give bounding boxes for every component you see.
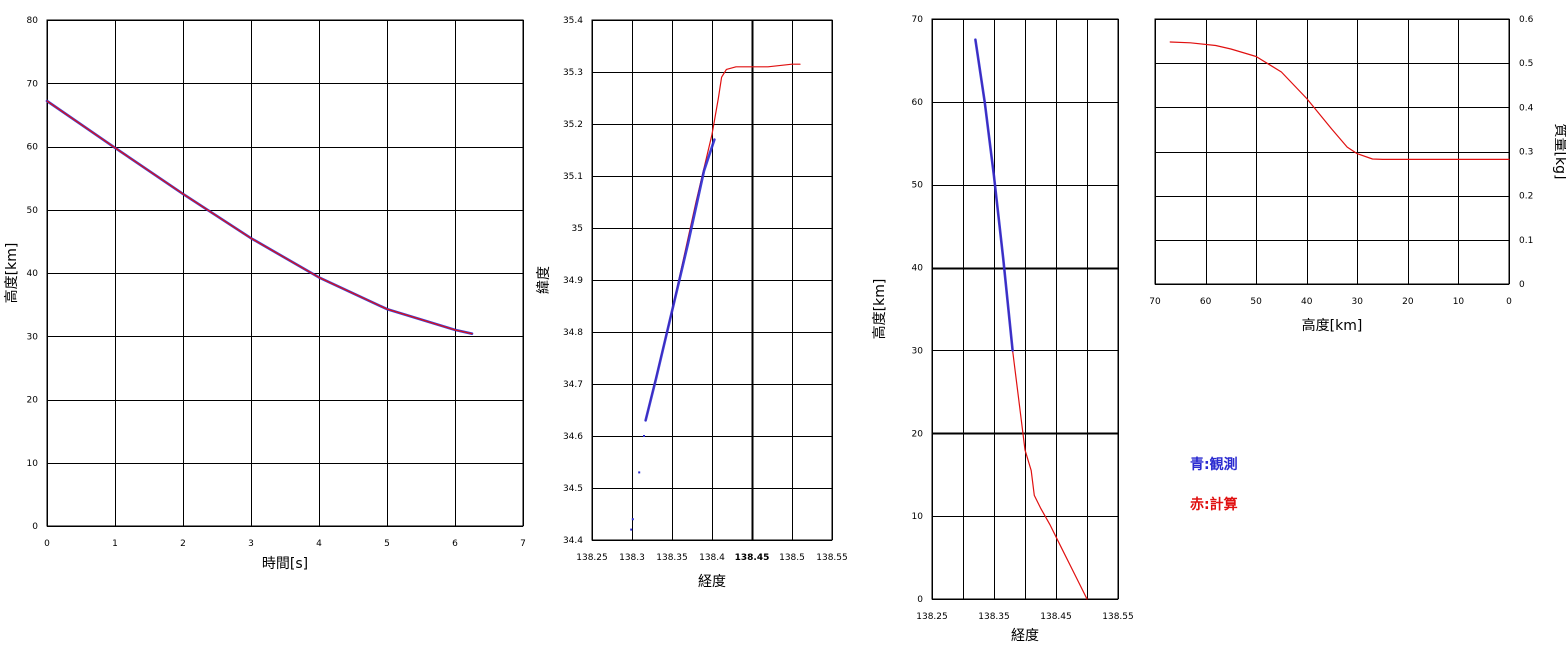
x-tick-label: 0	[44, 539, 50, 549]
x-tick-label: 0	[1506, 297, 1512, 307]
x-tick-label: 6	[452, 539, 458, 549]
y-axis-label: 高度[km]	[871, 279, 888, 340]
x-tick-label: 7	[520, 539, 526, 549]
y-tick-label: 50	[912, 181, 924, 191]
chart-3: 138.25 138.35 138.45 138.55 0 10 20 30 40 50 60 70 経…	[871, 15, 1134, 644]
y-tick-label: 80	[27, 16, 39, 26]
y-tick-label: 34.8	[563, 328, 583, 338]
y-tick-label: 70	[27, 79, 39, 89]
x-tick-label: 60	[1200, 297, 1212, 307]
x-tick-label: 2	[180, 539, 186, 549]
x-axis-label: 経度	[698, 574, 726, 590]
observed-series-line	[974, 38, 1014, 352]
observed-point	[630, 528, 633, 531]
x-tick-label: 138.55	[1102, 612, 1134, 622]
y-tick-label: 70	[912, 15, 924, 25]
x-tick-label: 138.35	[978, 612, 1010, 622]
y-tick-label: 60	[27, 143, 39, 153]
x-tick-label: 138.5	[779, 553, 805, 563]
legend-computed: 赤:計算	[1190, 497, 1238, 513]
y-tick-label: 34.6	[563, 432, 583, 442]
y-tick-label: 0	[917, 595, 923, 605]
y-tick-label: 35.3	[563, 68, 583, 78]
x-tick-label: 138.3	[619, 553, 645, 563]
x-tick-label: 138.55	[816, 553, 848, 563]
computed-series-line	[1169, 41, 1510, 160]
y-tick-label: 0.1	[1519, 236, 1533, 246]
x-tick-label: 138.35	[656, 553, 688, 563]
x-tick-label: 10	[1453, 297, 1465, 307]
observed-point	[631, 518, 634, 521]
observed-point	[643, 435, 645, 437]
y-tick-label: 40	[912, 264, 924, 274]
y-axis-label: 高度[km]	[3, 243, 20, 304]
x-tick-label: 138.25	[576, 553, 608, 563]
y-tick-label: 40	[27, 269, 39, 279]
y-tick-label: 35.2	[563, 120, 583, 130]
y-tick-label: 20	[912, 429, 924, 439]
x-tick-label: 40	[1301, 297, 1313, 307]
y-tick-label: 34.4	[563, 536, 583, 546]
x-tick-label: 1	[112, 539, 118, 549]
y-tick-label: 30	[27, 332, 39, 342]
y-tick-label: 34.9	[563, 276, 583, 286]
x-tick-label: 50	[1250, 297, 1262, 307]
y-tick-label: 0.3	[1519, 148, 1533, 158]
computed-series-line	[46, 100, 473, 335]
legend-observed: 青:観測	[1190, 457, 1238, 473]
y-tick-label: 0	[32, 522, 38, 532]
x-tick-label: 20	[1402, 297, 1414, 307]
x-tick-label: 5	[384, 539, 390, 549]
x-axis-label: 高度[km]	[1302, 317, 1363, 334]
y-tick-label: 35.4	[563, 16, 583, 26]
chart-4: 70 60 50 40 30 20 10 00 0.1 0.2 0.3 0.4 0.5 0.6 高度[km]…	[1149, 15, 1566, 334]
observed-point	[638, 471, 641, 474]
y-tick-label: 0.2	[1519, 192, 1533, 202]
x-tick-label: 4	[316, 539, 322, 549]
y-axis-label: 質量[kg]	[1552, 124, 1566, 180]
y-tick-label: 50	[27, 206, 39, 216]
y-tick-label: 30	[912, 346, 924, 356]
y-tick-label: 60	[912, 98, 924, 108]
x-tick-label: 138.45	[735, 553, 770, 563]
x-tick-label: 3	[248, 539, 254, 549]
y-tick-label: 34.7	[563, 380, 583, 390]
x-tick-label: 138.4	[699, 553, 725, 563]
y-tick-label: 35	[572, 224, 583, 234]
x-axis-label: 経度	[1011, 628, 1039, 644]
y-tick-label: 35.1	[563, 172, 583, 182]
x-tick-label: 138.25	[916, 612, 948, 622]
x-axis-label: 時間[s]	[262, 556, 308, 572]
y-tick-label: 0	[1519, 280, 1525, 290]
y-tick-label: 10	[912, 512, 924, 522]
observed-series-line	[644, 138, 716, 422]
y-tick-label: 20	[27, 396, 39, 406]
x-tick-label: 138.45	[1040, 612, 1072, 622]
y-tick-label: 10	[27, 459, 39, 469]
y-tick-label: 0.5	[1519, 59, 1533, 69]
x-tick-label: 30	[1352, 297, 1364, 307]
y-tick-label: 0.6	[1519, 15, 1534, 25]
y-axis-label: 緯度	[536, 266, 552, 294]
y-tick-label: 34.5	[563, 484, 583, 494]
plot-area-frame	[1154, 18, 1510, 285]
x-tick-label: 70	[1149, 297, 1161, 307]
chart-2: 138.25 138.3 138.35 138.4 138.45 138.5 138.55 3…	[536, 16, 848, 590]
y-tick-label: 0.4	[1519, 103, 1534, 113]
